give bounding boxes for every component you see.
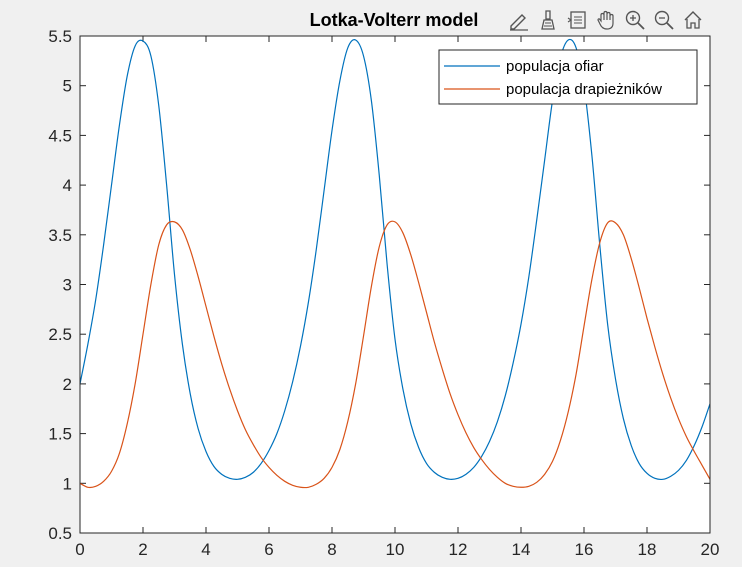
y-tick-label: 4.5	[48, 126, 72, 145]
edit-plot-icon	[510, 14, 528, 31]
x-tick-label: 18	[638, 540, 657, 559]
zoom-out-icon	[654, 10, 674, 30]
x-tick-label: 16	[575, 540, 594, 559]
y-tick-label: 3.5	[48, 226, 72, 245]
pan-icon	[597, 10, 614, 30]
x-tick-label: 20	[701, 540, 720, 559]
axes-toolbar	[506, 6, 706, 34]
data-tips-icon	[567, 11, 586, 29]
y-tick-label: 1.5	[48, 425, 72, 444]
y-tick-label: 5.5	[48, 27, 72, 46]
chart-title: Lotka-Volterr model	[310, 10, 479, 30]
x-tick-label: 6	[264, 540, 273, 559]
edit-plot-button[interactable]	[506, 7, 532, 33]
axes-box	[79, 35, 711, 534]
series-line-prey	[79, 38, 711, 481]
x-tick-label: 8	[327, 540, 336, 559]
data-brush-button[interactable]	[535, 7, 561, 33]
y-tick-label: 2.5	[48, 325, 72, 344]
x-tick-label: 0	[75, 540, 84, 559]
zoom-in-icon	[625, 10, 645, 30]
x-tick-label: 10	[386, 540, 405, 559]
x-tick-label: 14	[512, 540, 531, 559]
y-tick-label: 1	[63, 474, 72, 493]
series-line-predator	[79, 220, 711, 489]
y-tick-label: 5	[63, 77, 72, 96]
x-tick-label: 2	[138, 540, 147, 559]
plot-area	[80, 36, 710, 533]
home-button[interactable]	[680, 7, 706, 33]
legend-box	[438, 49, 698, 105]
pan-button[interactable]	[593, 7, 619, 33]
series-lines	[79, 38, 711, 489]
home-icon	[684, 11, 702, 29]
data-brush-icon	[541, 10, 555, 30]
data-tips-button[interactable]	[564, 7, 590, 33]
y-tick-label: 0.5	[48, 524, 72, 543]
legend-label-predator: populacja drapieżników	[506, 81, 662, 98]
y-tick-label: 2	[63, 375, 72, 394]
zoom-in-button[interactable]	[622, 7, 648, 33]
legend-label-prey: populacja ofiar	[506, 58, 604, 75]
y-tick-label: 4	[63, 176, 72, 195]
axis-tick-labels: 0 2 4 6 8 10 12 14 16 18 20 0.5 1 1.5 2 2.5 3 3.5 4 4.5 5 5.5	[48, 27, 719, 559]
y-tick-label: 3	[63, 276, 72, 295]
legend[interactable]: populacja ofiar populacja drapieżników	[438, 49, 698, 105]
zoom-out-button[interactable]	[651, 7, 677, 33]
x-tick-label: 12	[449, 540, 468, 559]
x-tick-label: 4	[201, 540, 210, 559]
